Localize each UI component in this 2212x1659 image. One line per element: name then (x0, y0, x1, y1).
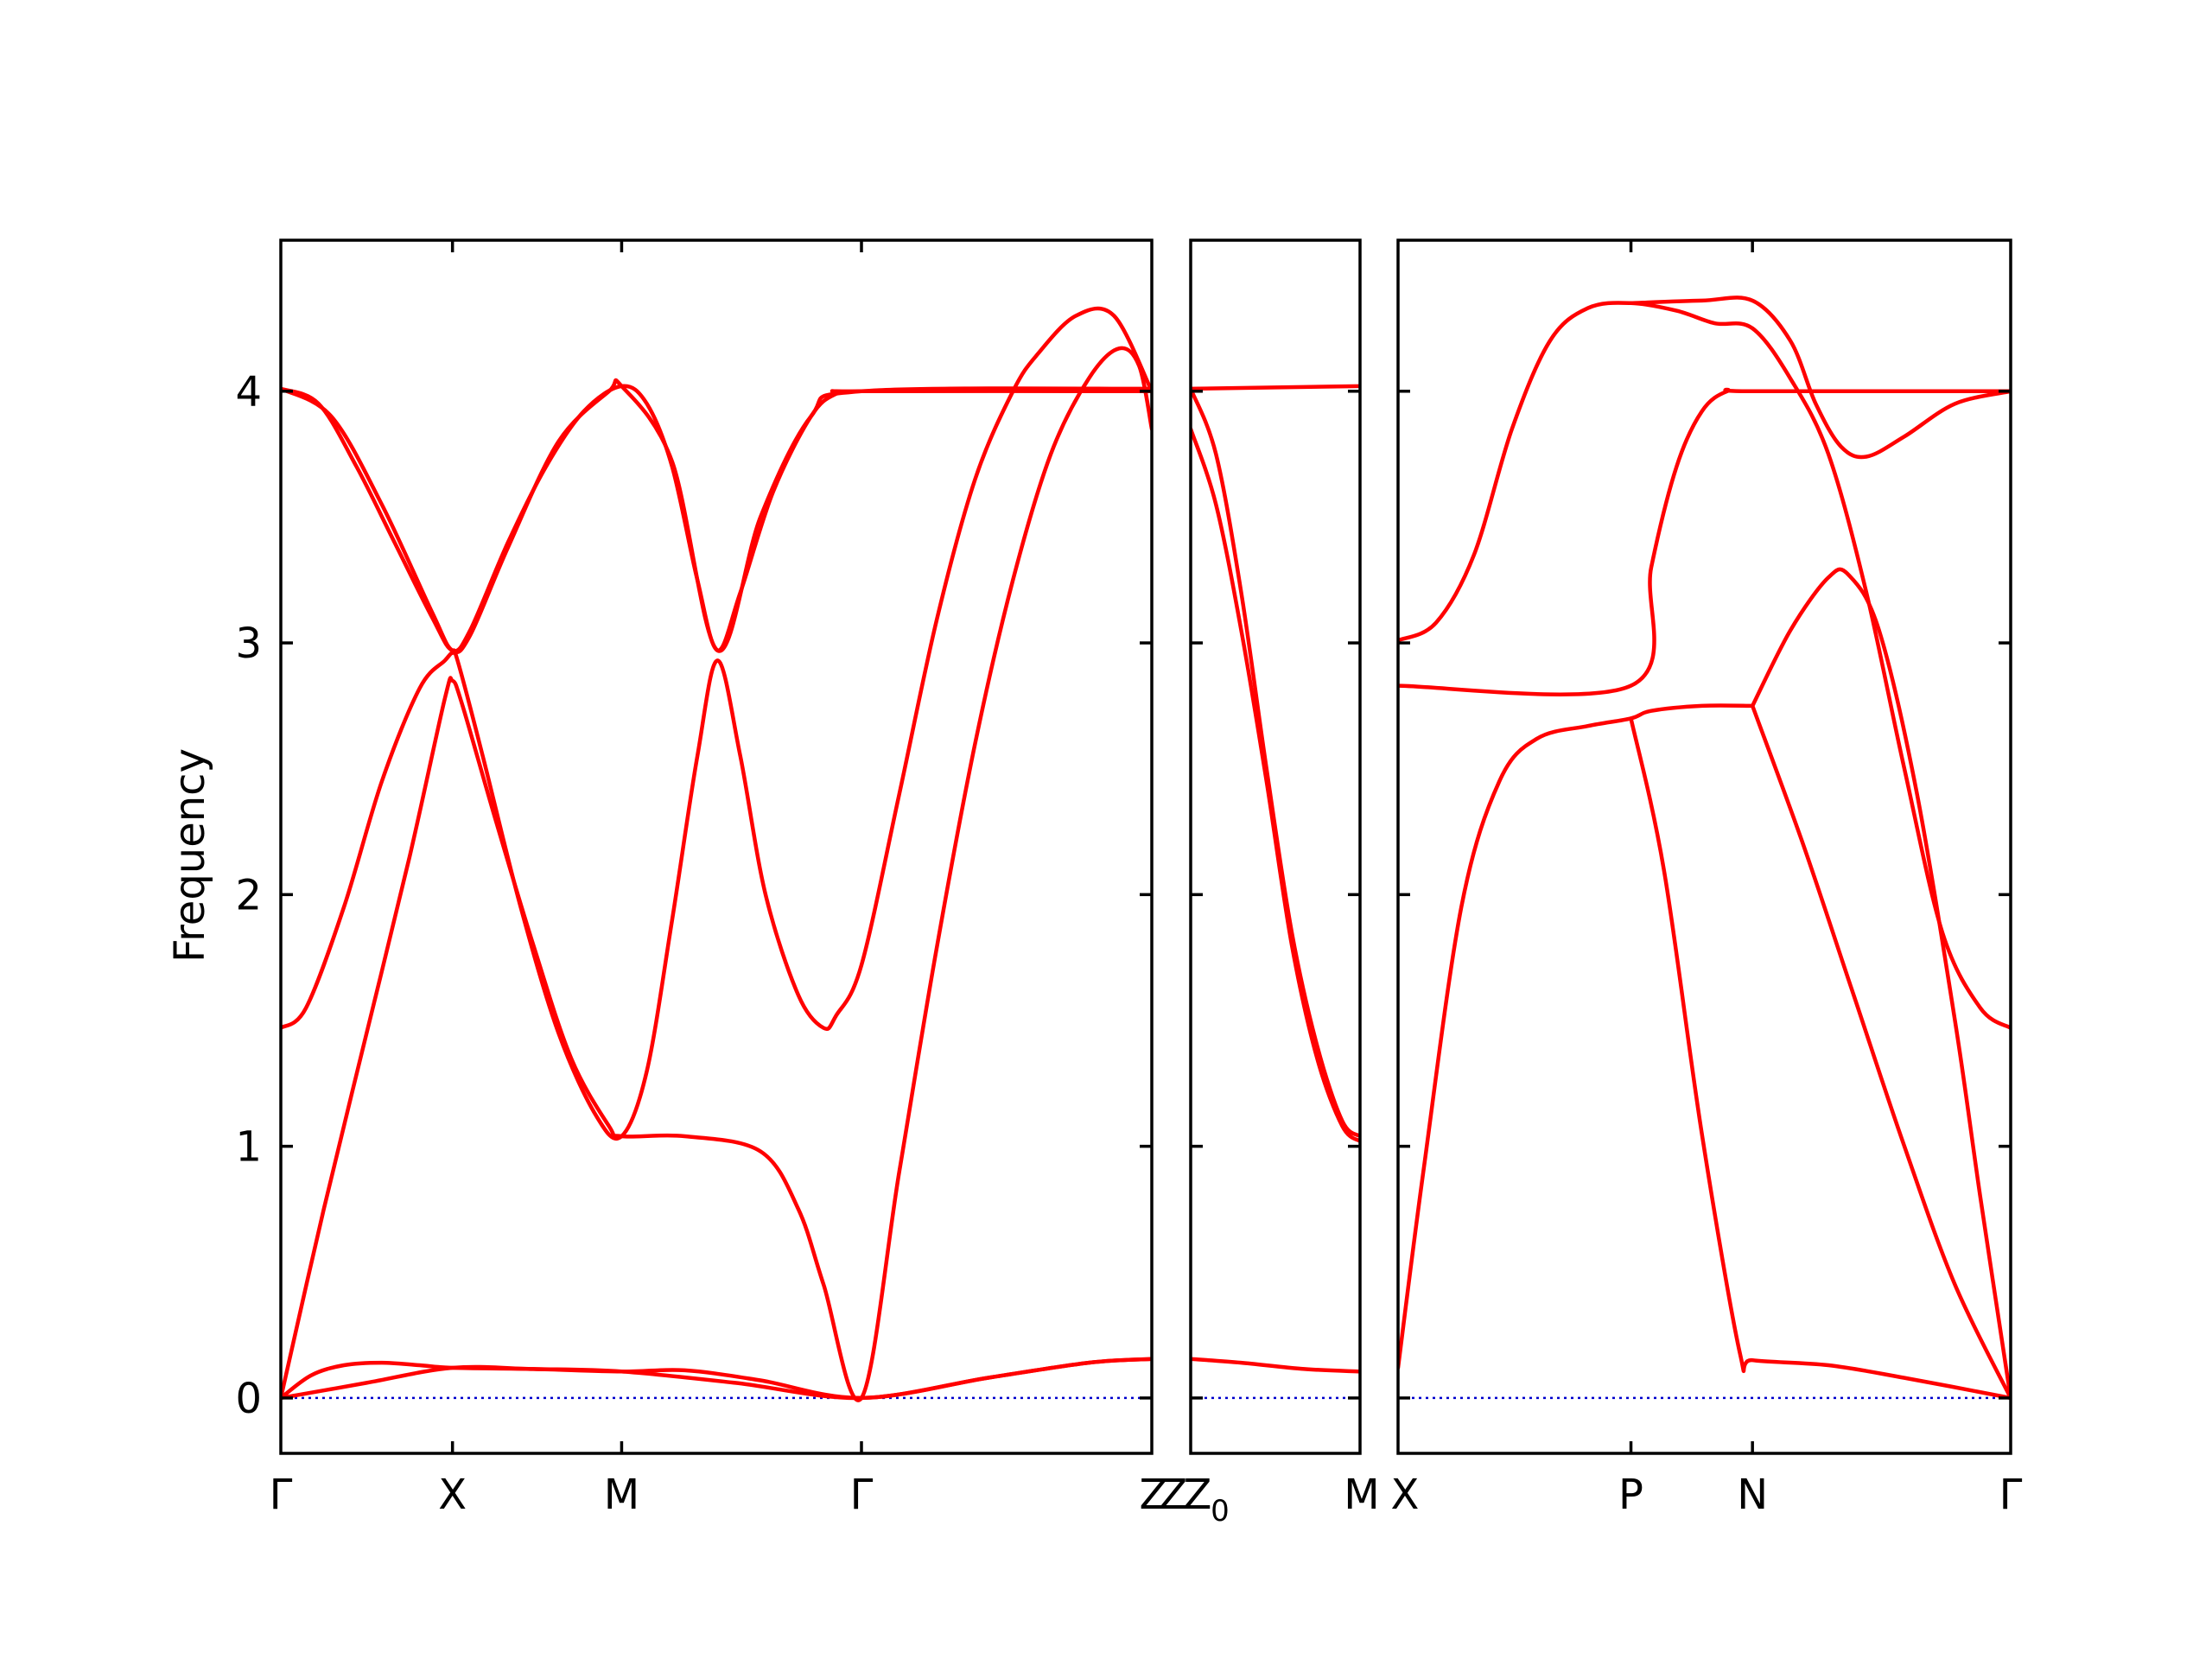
band-4 (1398, 387, 2011, 696)
x-tick-label: P (1618, 1471, 1643, 1519)
band-5 (281, 384, 1152, 653)
band-6 (1629, 296, 2011, 460)
panel-2: ZZ0 M (1160, 238, 1380, 1529)
band-2 (1191, 384, 1360, 391)
band-5 (1398, 301, 2011, 1030)
x-tick-label: Γ (1999, 1471, 2023, 1519)
band-4 (1191, 427, 1360, 1144)
x-tick-label-subscript: 0 (1211, 1494, 1230, 1529)
y-tick-label: 1 (235, 1123, 262, 1172)
band-group (1191, 384, 1360, 1374)
x-tick-label: M (1344, 1471, 1379, 1519)
x-tick-label: Z (1140, 1471, 1168, 1519)
band-1 (1398, 703, 1755, 1370)
band-3 (281, 346, 1152, 1402)
axes-frame (1189, 238, 1362, 1455)
x-tick-label: N (1737, 1471, 1768, 1519)
band-7 (1750, 567, 2011, 1401)
band-4 (281, 306, 1152, 1141)
x-tick-label: X (438, 1471, 467, 1519)
y-tick-label: 0 (235, 1375, 262, 1423)
axes-frame (1396, 238, 2012, 1455)
band-group (281, 306, 1152, 1402)
y-tick-label: 3 (235, 620, 262, 668)
band-2 (281, 1357, 1152, 1401)
band-3 (1750, 703, 2011, 1401)
x-tick-label: Z (1160, 1471, 1188, 1519)
axes-frame (279, 238, 1154, 1455)
x-tick-label: Z (1184, 1471, 1212, 1519)
band-2 (1629, 716, 2011, 1401)
x-tick-label: Γ (270, 1471, 293, 1519)
x-tick-label: Γ (850, 1471, 874, 1519)
y-axis-label: Frequency (166, 748, 214, 963)
band-group (1398, 296, 2011, 1401)
panel-1: 0 1 2 3 4 Γ X M Γ Z (235, 238, 1168, 1519)
y-tick-label: 4 (235, 368, 262, 416)
x-tick-label: M (604, 1471, 639, 1519)
band-6 (281, 378, 1152, 654)
x-tick-label: X (1391, 1471, 1420, 1519)
y-tick-label: 2 (235, 871, 262, 919)
band-1 (1191, 1357, 1360, 1374)
